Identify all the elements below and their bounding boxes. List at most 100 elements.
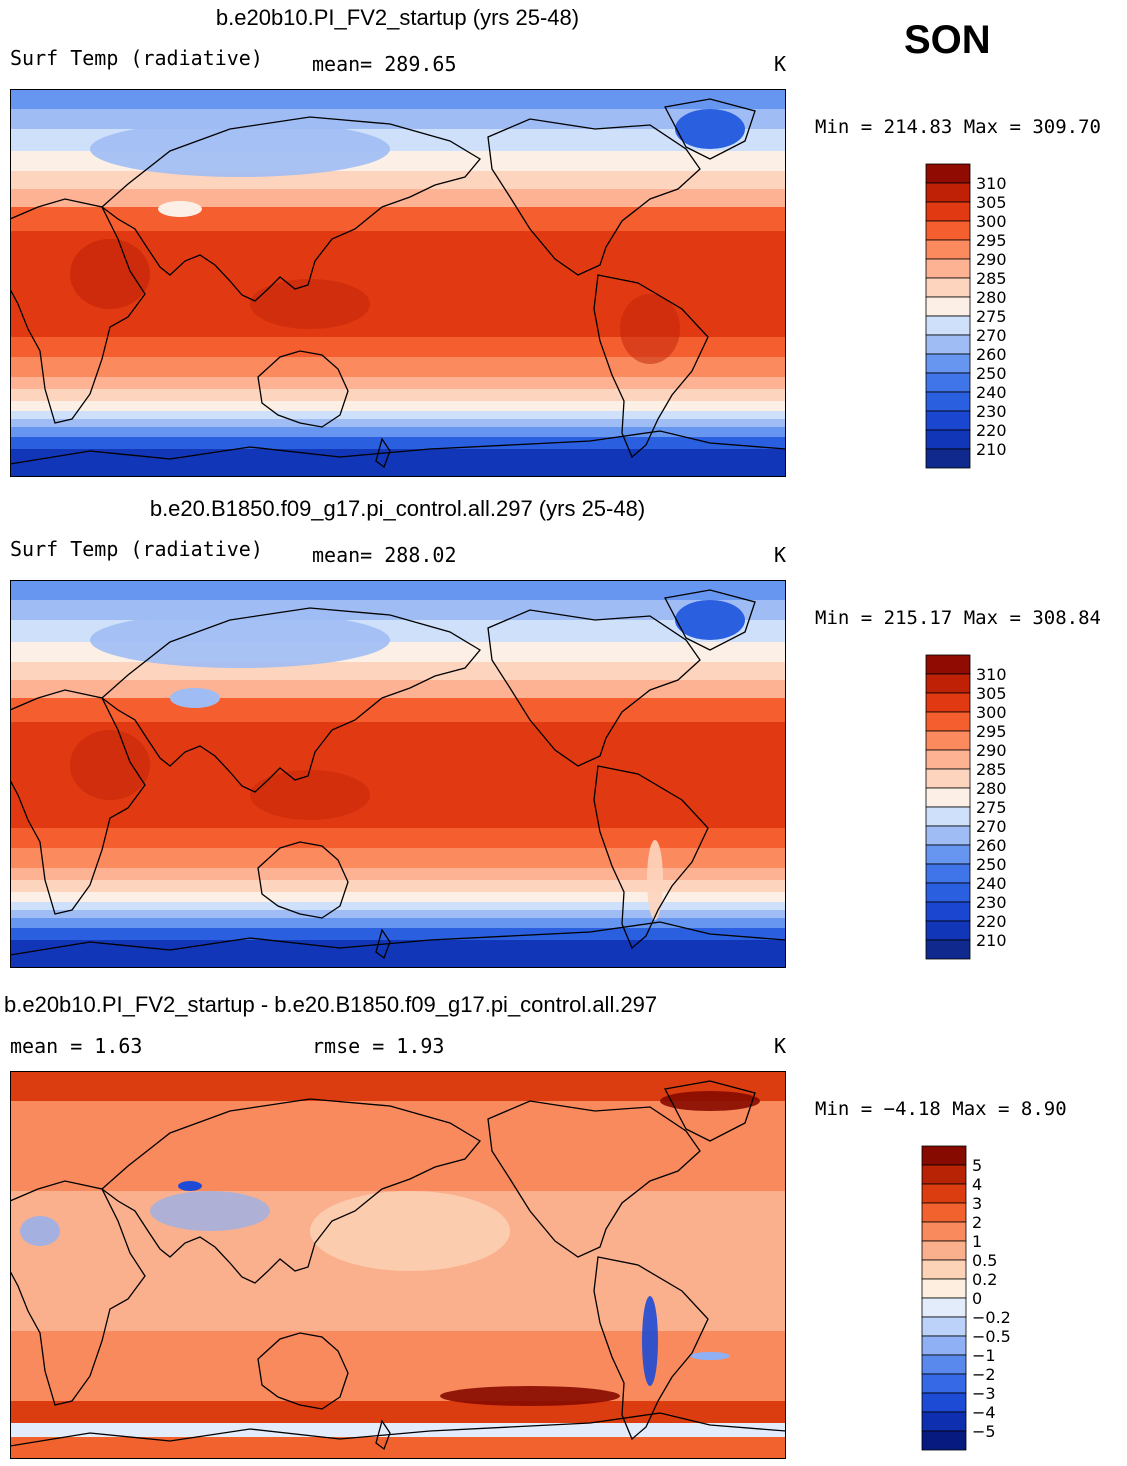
panel2-colorbar-box: [925, 787, 971, 808]
panel3-colorbar-tick-label: 0.5: [972, 1251, 997, 1270]
panel1-map-band: [10, 427, 786, 437]
panel1-colorbar-box: [925, 353, 971, 374]
panel1-map-band: [10, 337, 786, 357]
panel2-map-band: [10, 918, 786, 928]
panel3-colorbar-box: [921, 1411, 967, 1432]
panel1-colorbar-box: [925, 277, 971, 298]
panel2-map-band: [10, 662, 786, 680]
panel2-minmax: Min = 215.17 Max = 308.84: [815, 607, 1101, 629]
panel1-colorbar-box: [925, 391, 971, 412]
panel1-colorbar-box: [925, 429, 971, 450]
panel3-colorbar-box: [921, 1297, 967, 1318]
panel1-map-band: [10, 419, 786, 427]
panel1-colorbar: 3103053002952902852802752702602502402302…: [925, 163, 1007, 469]
panel3-colorbar-tick-label: 5: [972, 1156, 982, 1175]
panel3-colorbar-tick-label: −1: [972, 1346, 996, 1365]
panel2-map-anomaly-patch: [90, 612, 390, 668]
panel3-map-anomaly-patch: [310, 1191, 510, 1271]
panel3-colorbar-tick-label: −0.2: [972, 1308, 1011, 1327]
panel2-colorbar-box: [925, 863, 971, 884]
panel3-map-band: [10, 1401, 786, 1423]
panel1-map-coastline: [593, 274, 709, 459]
panel3-map-band: [10, 1071, 786, 1101]
panel3-minmax: Min = −4.18 Max = 8.90: [815, 1098, 1067, 1120]
panel1-map-band: [10, 189, 786, 207]
panel1-colorbar-tick-label: 280: [976, 288, 1007, 307]
panel1-colorbar-box: [925, 258, 971, 279]
panel1-map-band: [10, 171, 786, 189]
panel1-colorbar-tick-label: 275: [976, 307, 1007, 326]
panel1-colorbar-tick-label: 260: [976, 345, 1007, 364]
panel2-colorbar-box: [925, 654, 971, 675]
panel1-map-band: [10, 411, 786, 419]
panel3-map-coastline: [487, 1100, 701, 1258]
panel3-map-anomaly-patch: [440, 1386, 620, 1406]
panel2-colorbar-tick-label: 275: [976, 798, 1007, 817]
panel1-colorbar-tick-label: 290: [976, 250, 1007, 269]
panel2-colorbar-tick-label: 250: [976, 855, 1007, 874]
panel2-colorbar-tick-label: 210: [976, 931, 1007, 950]
panel1-map-band: [10, 401, 786, 411]
panel2-colorbar-tick-label: 305: [976, 684, 1007, 703]
panel1-colorbar-box: [925, 372, 971, 393]
panel2-colorbar-tick-label: 280: [976, 779, 1007, 798]
panel3-colorbar-tick-label: 0.2: [972, 1270, 997, 1289]
panel2-colorbar-box: [925, 844, 971, 865]
panel1-colorbar-tick-label: 220: [976, 421, 1007, 440]
panel3-map-anomaly-patch: [660, 1091, 760, 1111]
panel2-colorbar-tick-label: 290: [976, 741, 1007, 760]
panel3-units-label: K: [774, 1034, 787, 1058]
panel1-colorbar-tick-label: 250: [976, 364, 1007, 383]
panel1-map-band: [10, 357, 786, 377]
panel2-colorbar-tick-label: 260: [976, 836, 1007, 855]
panel1-map-anomaly-patch: [250, 279, 370, 329]
panel1-colorbar-box: [925, 182, 971, 203]
panel1-map-band: [10, 89, 786, 109]
panel1-colorbar-tick-label: 230: [976, 402, 1007, 421]
panel1-map-anomaly-patch: [158, 201, 202, 217]
panel2-colorbar-tick-label: 270: [976, 817, 1007, 836]
panel1-map-band: [10, 377, 786, 389]
panel2-map-coastline: [257, 841, 349, 919]
panel2-colorbar-box: [925, 749, 971, 770]
panel2-map-frame: [10, 580, 786, 968]
panel3-map-coastline: [257, 1332, 349, 1410]
panel1-colorbar-box: [925, 220, 971, 241]
panel3-colorbar-tick-label: 3: [972, 1194, 982, 1213]
panel2-colorbar-box: [925, 806, 971, 827]
panel2-colorbar-box: [925, 692, 971, 713]
panel2-mean-label: mean= 288.02: [312, 543, 457, 567]
panel3-colorbar-tick-label: 2: [972, 1213, 982, 1232]
panel2-colorbar-box: [925, 673, 971, 694]
panel3-colorbar-tick-label: −3: [972, 1384, 996, 1403]
panel3-map-band: [10, 1437, 786, 1459]
panel1-colorbar-box: [925, 334, 971, 355]
season-label: SON: [904, 18, 991, 62]
panel3-map-coastline: [100, 1098, 481, 1284]
panel2-colorbar-box: [925, 730, 971, 751]
panel1-map: [10, 89, 786, 477]
panel3-colorbar-box: [921, 1221, 967, 1242]
panel3-map-anomaly-patch: [150, 1191, 270, 1231]
panel3-map-band: [10, 1101, 786, 1191]
panel2-map-band: [10, 580, 786, 600]
panel3-colorbar-box: [921, 1354, 967, 1375]
panel2-map-coastline: [593, 765, 709, 950]
panel2-colorbar-tick-label: 220: [976, 912, 1007, 931]
panel1-colorbar-tick-label: 285: [976, 269, 1007, 288]
panel1-units-label: K: [774, 52, 787, 76]
panel2-colorbar-tick-label: 300: [976, 703, 1007, 722]
panel2-map-coastline: [10, 921, 786, 968]
panel2-map-band: [10, 928, 786, 940]
panel1-colorbar-tick-label: 305: [976, 193, 1007, 212]
panel3-map-coastline: [664, 1080, 756, 1142]
panel2-map-coastline: [487, 609, 701, 767]
panel2-map-coastline: [100, 607, 481, 793]
panel2-title: b.e20.B1850.f09_g17.pi_control.all.297 (…: [149, 496, 646, 521]
panel3-map-coastline: [10, 1412, 786, 1459]
panel1-map-coastline: [100, 116, 481, 302]
panel2-colorbar-box: [925, 901, 971, 922]
panel1-map-coastline: [664, 98, 756, 160]
panel3-map-frame: [10, 1071, 786, 1459]
panel1-colorbar-box: [925, 163, 971, 184]
